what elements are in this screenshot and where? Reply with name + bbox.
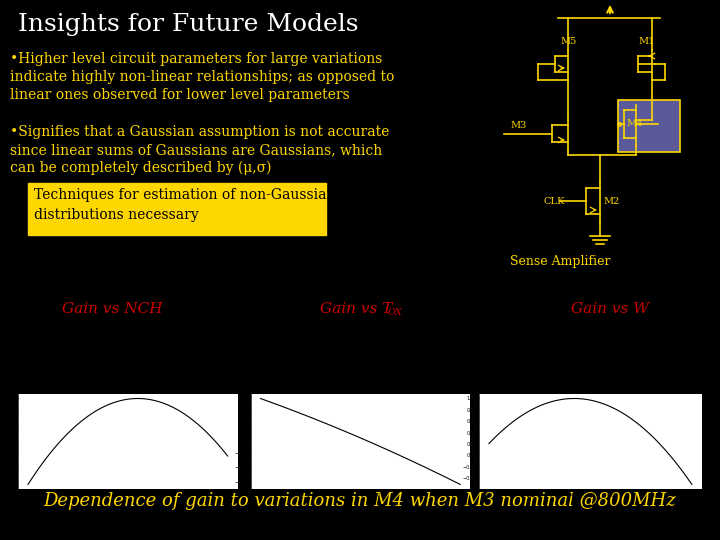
- Text: CLK: CLK: [543, 197, 564, 206]
- Text: Techniques for estimation of non-Gaussian
distributions necessary: Techniques for estimation of non-Gaussia…: [34, 188, 336, 221]
- Text: Sense Amplifier: Sense Amplifier: [510, 255, 611, 268]
- Text: M4: M4: [626, 119, 642, 129]
- Text: M3: M3: [510, 120, 526, 130]
- Bar: [618, 100, 680, 152]
- Text: M1: M1: [638, 37, 654, 46]
- Text: Gain vs T: Gain vs T: [320, 302, 392, 316]
- Text: Gain vs W: Gain vs W: [571, 302, 649, 316]
- Title: pbl vs TOX: pbl vs TOX: [348, 389, 373, 394]
- Title: pbl vs NCH: pbl vs NCH: [114, 389, 141, 394]
- Text: M2: M2: [603, 197, 619, 206]
- Text: M5: M5: [560, 37, 576, 46]
- Text: Dependence of gain to variations in M4 when M3 nominal @800MHz: Dependence of gain to variations in M4 w…: [44, 492, 676, 510]
- Text: OX: OX: [388, 308, 403, 317]
- Title: pbl vs W: pbl vs W: [580, 389, 600, 394]
- Bar: [28, 183, 326, 235]
- Text: •Higher level circuit parameters for large variations
indicate highly non-linear: •Higher level circuit parameters for lar…: [10, 52, 395, 102]
- Text: •Signifies that a Gaussian assumption is not accurate
since linear sums of Gauss: •Signifies that a Gaussian assumption is…: [10, 125, 390, 175]
- Text: Insights for Future Models: Insights for Future Models: [18, 13, 359, 36]
- Text: Gain vs NCH: Gain vs NCH: [62, 302, 162, 316]
